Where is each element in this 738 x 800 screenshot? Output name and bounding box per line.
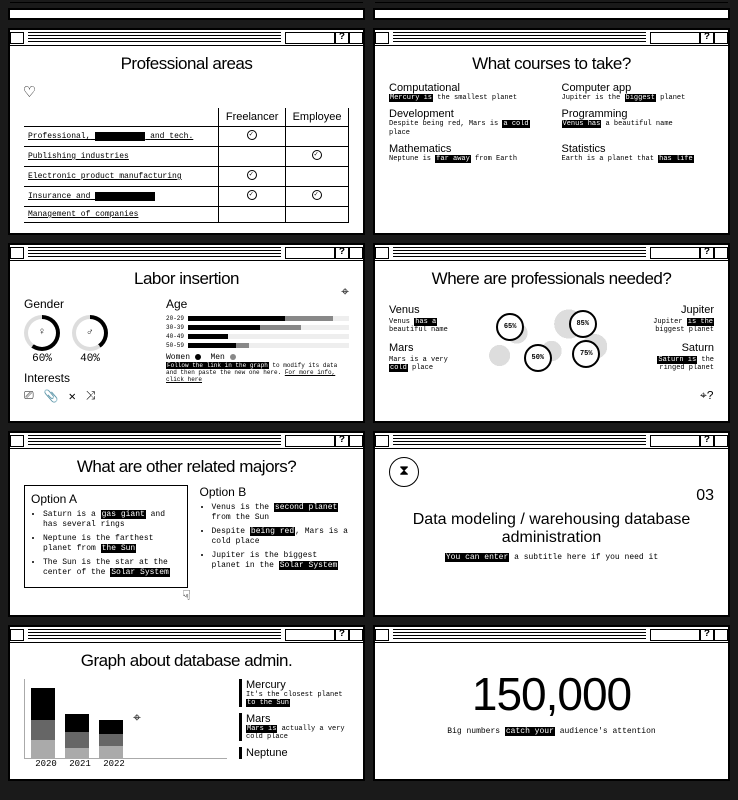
map-left: VenusVenus has a beautiful name MarsMars…: [389, 304, 459, 380]
shuffle-icon: ⤨: [86, 389, 96, 404]
map-ring: 75%: [572, 340, 600, 368]
slide-big-number: ? 150,000 Big numbers catch your audienc…: [373, 625, 730, 781]
slide-related-majors: ? What are other related majors? Option …: [8, 431, 365, 617]
slide-partial-top-left: [8, 8, 365, 20]
section-number: 03: [389, 487, 714, 505]
col-freelancer: Freelancer: [219, 108, 286, 127]
titlebar: ?: [375, 433, 728, 449]
gender-label: Gender: [24, 297, 154, 311]
slide-graph-database: ? Graph about database admin. ⌖ 20202021…: [8, 625, 365, 781]
titlebar: ?: [375, 627, 728, 643]
col-employee: Employee: [286, 108, 349, 127]
heart-icon: ♡: [24, 82, 35, 104]
slide-title: Labor insertion: [24, 269, 349, 289]
age-bar: 20-29: [166, 315, 349, 322]
interest-icons: ⎚ 📎 ✕ ⤨: [24, 389, 154, 404]
slide-labor-insertion: ? Labor insertion ⌖ Gender ♀60% ♂40% Int…: [8, 243, 365, 423]
table-row: Management of companies: [24, 207, 349, 223]
slide-title: Where are professionals needed?: [389, 269, 714, 289]
course-item: DevelopmentDespite being red, Mars is a …: [389, 108, 542, 137]
titlebar: ?: [10, 245, 363, 261]
slide-title: Professional areas: [24, 54, 349, 74]
section-title: Data modeling / warehousing database adm…: [389, 511, 714, 547]
table-row: Electronic product manufacturing: [24, 167, 349, 187]
course-item: ComputationalMercury is the smallest pla…: [389, 82, 542, 102]
map-ring: 65%: [496, 313, 524, 341]
age-bar: 40-49: [166, 333, 349, 340]
fineprint: Follow the link in the graph to modify i…: [166, 362, 349, 384]
chart-legend: MercuryIt's the closest planet to the Su…: [239, 679, 349, 769]
age-legend: Women Men: [166, 353, 349, 362]
table-row: Insurance and: [24, 187, 349, 207]
big-number: 150,000: [389, 667, 714, 721]
map-right: JupiterJupiter is the biggest planet Sat…: [644, 304, 714, 380]
year-labels: 202020212022: [24, 759, 227, 769]
titlebar: ?: [375, 30, 728, 46]
map-ring: 50%: [524, 344, 552, 372]
big-number-caption: Big numbers catch your audience's attent…: [389, 727, 714, 736]
interests-label: Interests: [24, 371, 154, 385]
clip-icon: 📎: [44, 389, 59, 404]
slide-partial-top-right: [373, 8, 730, 20]
option-b: Option B Venus is the second planet from…: [200, 485, 350, 588]
section-subtitle: You can enter a subtitle here if you nee…: [389, 553, 714, 562]
age-bar: 50-59: [166, 342, 349, 349]
device-icon: ⎚: [24, 389, 34, 404]
donut-60: ♀: [24, 315, 60, 351]
cursor-icon: ⌖: [341, 285, 349, 301]
age-label: Age: [166, 297, 349, 311]
slide-courses: ? What courses to take? ComputationalMer…: [373, 28, 730, 235]
cursor-help-icon: ⌖?: [389, 389, 714, 403]
course-item: ProgrammingVenus has a beautiful name: [562, 108, 715, 137]
world-map: 65% 85% 50% 75%: [465, 297, 638, 387]
areas-table: FreelancerEmployee Professional, and tec…: [24, 108, 349, 223]
courses-grid: ComputationalMercury is the smallest pla…: [389, 82, 714, 164]
titlebar: ?: [10, 30, 363, 46]
map-ring: 85%: [569, 310, 597, 338]
slide-section-divider: ? ⧗ 03 Data modeling / warehousing datab…: [373, 431, 730, 617]
donut-40: ♂: [72, 315, 108, 351]
course-item: MathematicsNeptune is far away from Eart…: [389, 143, 542, 163]
slide-title: What are other related majors?: [24, 457, 349, 477]
course-item: StatisticsEarth is a planet that has lif…: [562, 143, 715, 163]
slide-title: Graph about database admin.: [24, 651, 349, 671]
titlebar: ?: [10, 627, 363, 643]
table-row: Publishing industries: [24, 147, 349, 167]
slide-title: What courses to take?: [389, 54, 714, 74]
tools-icon: ✕: [69, 389, 76, 404]
titlebar: ?: [375, 245, 728, 261]
slide-map: ? Where are professionals needed? VenusV…: [373, 243, 730, 423]
titlebar: ?: [10, 433, 363, 449]
option-a: Option A Saturn is a gas giant and has s…: [24, 485, 188, 588]
hourglass-icon: ⧗: [389, 457, 419, 487]
hand-cursor-icon: ☟: [24, 588, 349, 605]
cursor-icon: ⌖: [133, 711, 141, 727]
table-row: Professional, and tech.: [24, 127, 349, 147]
slide-professional-areas: ? Professional areas ♡ FreelancerEmploye…: [8, 28, 365, 235]
course-item: Computer appJupiter is the biggest plane…: [562, 82, 715, 102]
age-bar: 30-39: [166, 324, 349, 331]
stacked-bar-chart: ⌖: [24, 679, 227, 759]
